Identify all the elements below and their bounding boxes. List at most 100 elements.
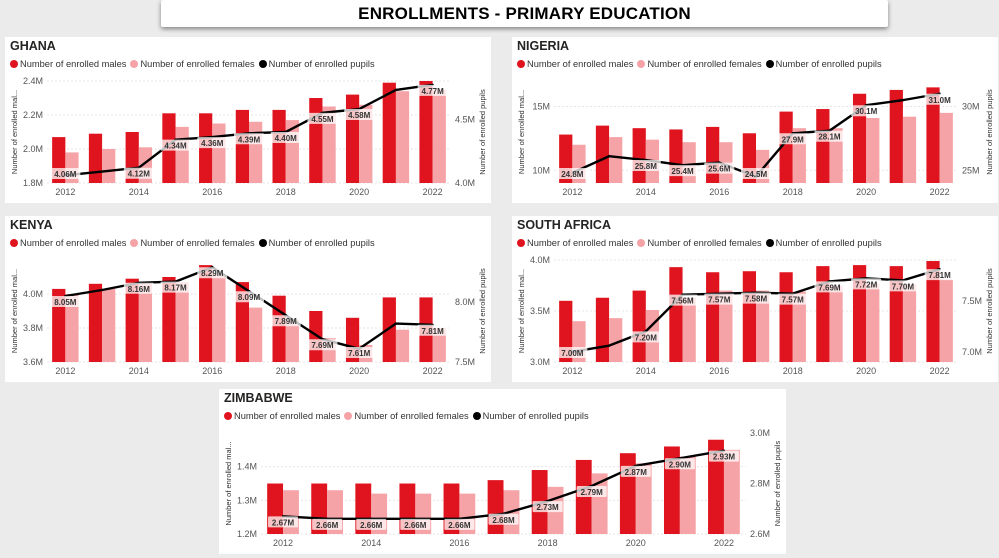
bar-females (432, 89, 446, 183)
y-right-tick-label: 2.8M (750, 479, 770, 489)
data-label: 8.16M (128, 285, 151, 294)
data-label-bg (887, 280, 918, 292)
y-right-axis-title: Number of enrolled pupils (478, 268, 487, 354)
bar-females (212, 123, 226, 183)
legend-dot-pupils (765, 60, 774, 68)
legend-dot-males (224, 412, 232, 420)
data-label: 7.70M (892, 282, 915, 291)
page-title-bar: ENROLLMENTS - PRIMARY EDUCATION (161, 0, 888, 27)
x-tick-label: 2018 (538, 538, 558, 548)
data-label: 24.5M (745, 170, 768, 179)
pupils-line-segment (864, 98, 905, 107)
pupils-line-segment (394, 322, 434, 327)
bar-females (939, 279, 953, 362)
data-label: 7.00M (561, 349, 584, 358)
y-left-tick-label: 2.0M (23, 144, 43, 154)
panel-zimbabwe[interactable]: ZIMBABWE Number of enrolled males Number… (219, 389, 786, 554)
bar-males (199, 265, 213, 362)
x-tick-label: 2022 (930, 366, 950, 376)
data-label: 7.57M (782, 296, 805, 305)
bar-females (682, 297, 696, 362)
bar-males (926, 87, 940, 183)
legend-item-pupils[interactable]: Number of enrolled pupils (258, 59, 375, 69)
legend-item-males[interactable]: Number of enrolled males (224, 411, 340, 421)
bar-females (138, 283, 153, 362)
bar-females (719, 290, 733, 362)
y-left-tick-label: 2.4M (23, 76, 43, 86)
pupils-line-segment (357, 88, 398, 111)
legend-label-males: Number of enrolled males (20, 238, 127, 248)
data-label: 7.89M (275, 317, 298, 326)
data-label-bg (417, 324, 448, 336)
legend-item-females[interactable]: Number of enrolled females (637, 238, 762, 248)
data-label: 7.69M (818, 283, 841, 292)
bar-females (635, 463, 652, 534)
bar-females (249, 307, 263, 362)
bar-males (419, 81, 433, 183)
data-label: 4.58M (348, 111, 371, 120)
panel-south-africa[interactable]: SOUTH AFRICA Number of enrolled males Nu… (512, 216, 998, 382)
y-right-tick-label: 7.5M (455, 357, 475, 367)
data-label: 4.40M (275, 134, 298, 143)
data-label: 7.57M (708, 296, 731, 305)
data-label-bg (708, 450, 739, 462)
legend-item-females[interactable]: Number of enrolled females (344, 411, 469, 421)
legend-item-females[interactable]: Number of enrolled females (130, 238, 255, 248)
legend-item-pupils[interactable]: Number of enrolled pupils (472, 411, 589, 421)
data-label-bg (417, 84, 448, 96)
legend-item-females[interactable]: Number of enrolled females (130, 59, 255, 69)
y-left-tick-label: 2.2M (23, 110, 43, 120)
bar-females (609, 318, 623, 362)
y-left-tick-label: 1.2M (237, 529, 257, 539)
x-tick-label: 2020 (856, 187, 876, 197)
x-tick-label: 2018 (783, 187, 803, 197)
data-label-bg (630, 160, 661, 172)
data-label: 8.29M (201, 269, 224, 278)
legend-item-pupils[interactable]: Number of enrolled pupils (765, 59, 882, 69)
data-label: 7.56M (671, 297, 694, 306)
x-tick-label: 2016 (709, 187, 729, 197)
x-tick-label: 2022 (423, 366, 443, 376)
legend-item-pupils[interactable]: Number of enrolled pupils (765, 238, 882, 248)
y-left-tick-label: 4.0M (530, 255, 550, 265)
panel-ghana[interactable]: GHANA Number of enrolled males Number of… (5, 37, 491, 203)
y-right-axis-title: Number of enrolled pupils (773, 441, 782, 527)
data-label: 4.06M (54, 170, 77, 179)
bar-females (175, 282, 189, 362)
bar-females (285, 319, 299, 362)
x-tick-label: 2014 (129, 187, 149, 197)
chart-title: SOUTH AFRICA (517, 218, 611, 232)
y-right-axis-title: Number of enrolled pupils (985, 89, 994, 175)
y-left-axis-title: Number of enrolled mal... (517, 269, 526, 353)
data-label-bg (851, 278, 882, 290)
legend-item-males[interactable]: Number of enrolled males (517, 59, 633, 69)
data-label-bg (50, 296, 81, 307)
data-label-bg (270, 132, 301, 143)
bar-females (829, 128, 843, 183)
data-label: 7.20M (635, 333, 658, 342)
bar-males (345, 94, 360, 183)
x-tick-label: 2016 (202, 366, 222, 376)
legend-label-pupils: Number of enrolled pupils (775, 59, 882, 69)
legend-label-pupils: Number of enrolled pupils (268, 59, 375, 69)
legend-label-pupils: Number of enrolled pupils (268, 238, 375, 248)
legend-label-males: Number of enrolled males (527, 238, 634, 248)
legend-item-females[interactable]: Number of enrolled females (637, 59, 762, 69)
legend-dot-pupils (258, 60, 267, 68)
legend-item-males[interactable]: Number of enrolled males (517, 238, 633, 248)
bar-males (125, 278, 139, 362)
data-label: 7.72M (855, 280, 878, 289)
panel-kenya[interactable]: KENYA Number of enrolled males Number of… (5, 216, 491, 382)
data-label: 24.8M (561, 170, 584, 179)
panel-nigeria[interactable]: NIGERIA Number of enrolled males Number … (512, 37, 998, 203)
bar-females (102, 288, 116, 362)
data-label-bg (620, 465, 651, 477)
legend-item-males[interactable]: Number of enrolled males (10, 59, 126, 69)
data-label-bg (777, 133, 808, 145)
data-label-bg (356, 518, 387, 530)
legend-item-pupils[interactable]: Number of enrolled pupils (258, 238, 375, 248)
x-tick-label: 2014 (361, 538, 381, 548)
page-title: ENROLLMENTS - PRIMARY EDUCATION (358, 3, 691, 23)
legend-item-males[interactable]: Number of enrolled males (10, 238, 126, 248)
bar-females (829, 285, 843, 362)
